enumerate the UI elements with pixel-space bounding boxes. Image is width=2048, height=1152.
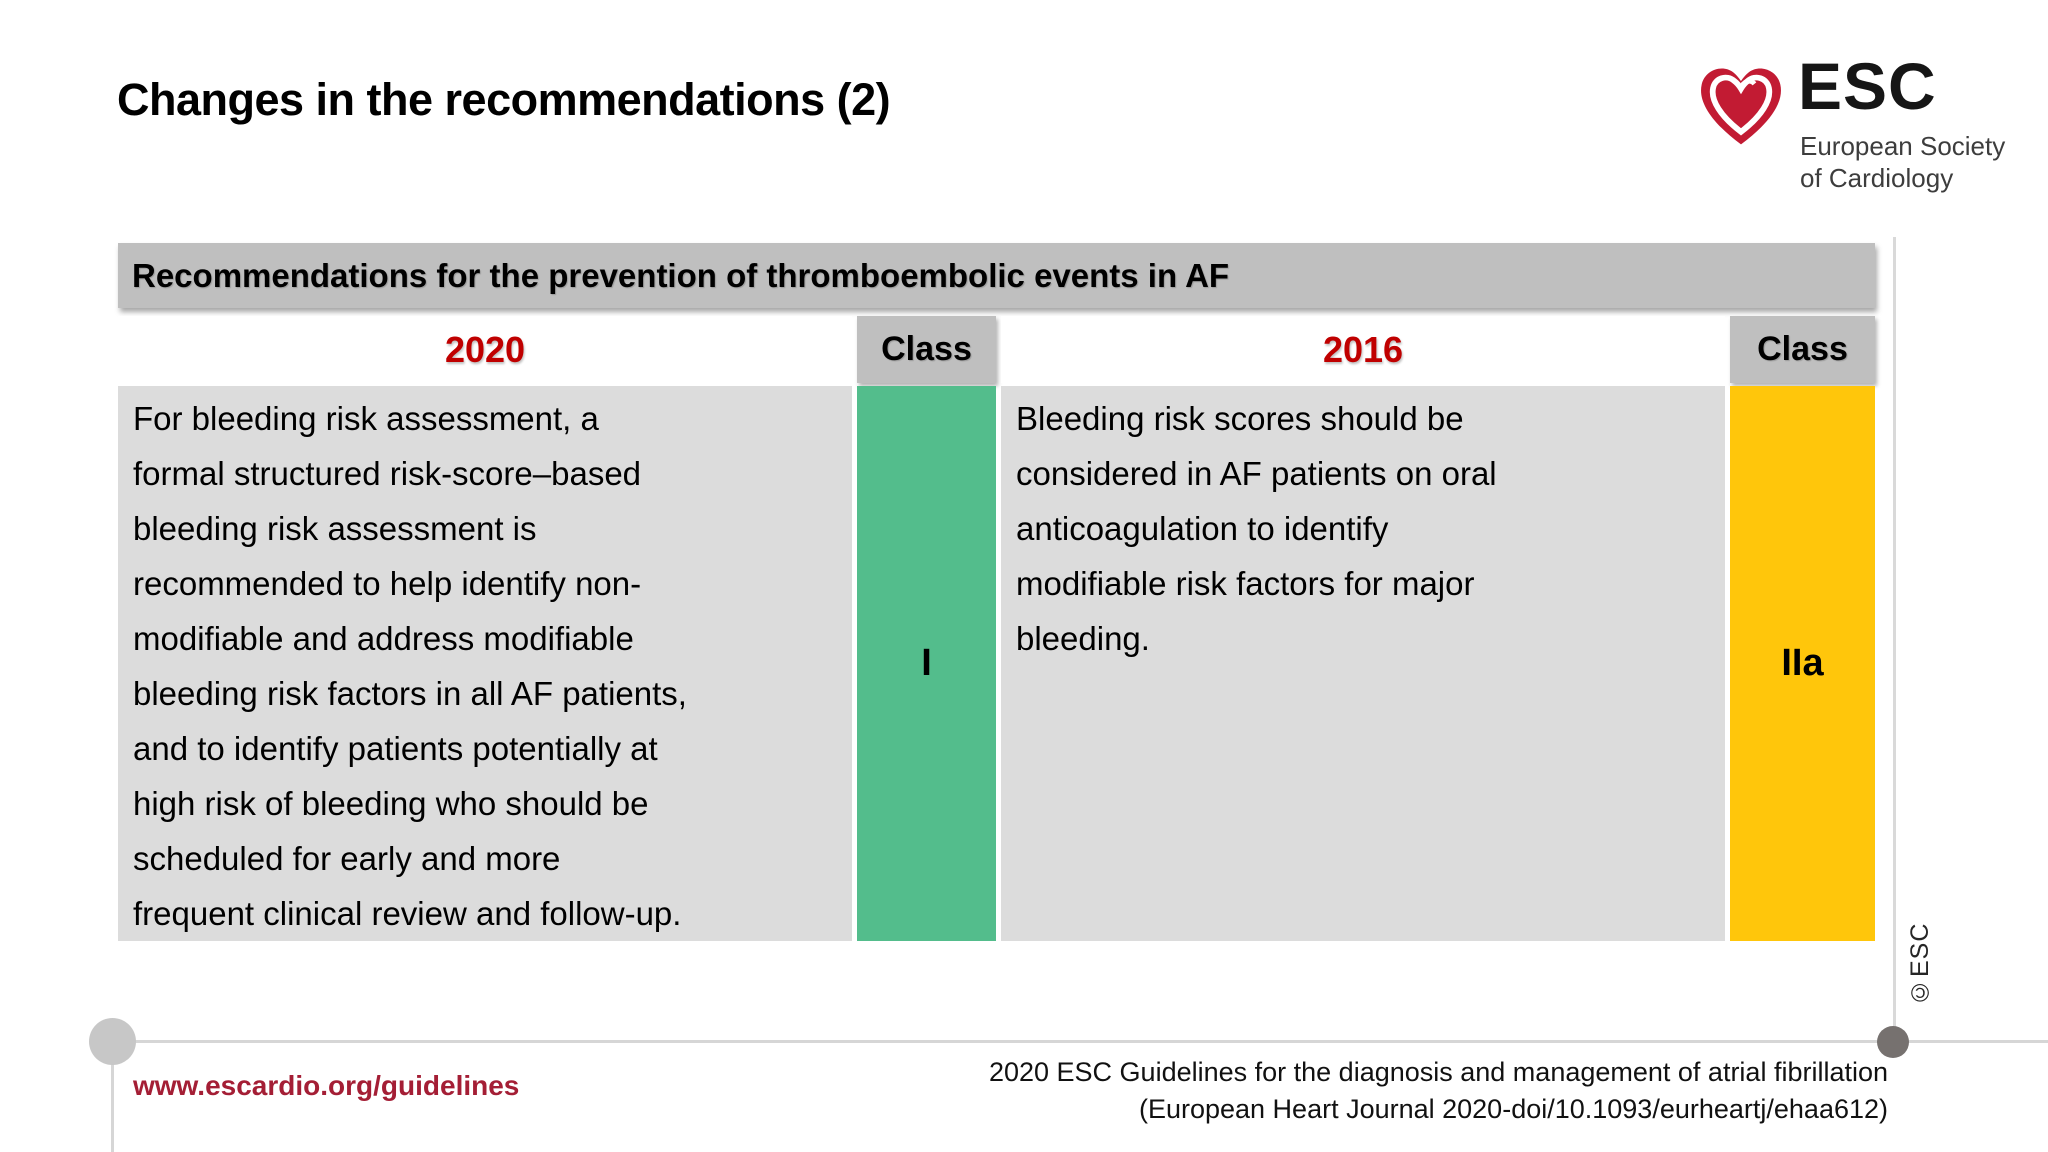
esc-logo-text: ESC bbox=[1798, 49, 1937, 123]
esc-heart-icon bbox=[1701, 68, 1781, 145]
footer-divider-vertical bbox=[111, 1042, 114, 1152]
esc-copyright: ©ESC bbox=[1906, 922, 1934, 1006]
vertical-rule bbox=[1893, 237, 1896, 1042]
esc-logo-org-name: European Society of Cardiology bbox=[1800, 131, 2006, 193]
class-badge-2016: IIa bbox=[1730, 386, 1875, 941]
column-header-2020: 2020 bbox=[118, 316, 852, 383]
table-title: Recommendations for the prevention of th… bbox=[118, 243, 1875, 308]
citation-text: 2020 ESC Guidelines for the diagnosis an… bbox=[988, 1057, 1888, 1124]
page-title: Changes in the recommendations (2) bbox=[117, 74, 891, 125]
footer-circle-left bbox=[89, 1018, 136, 1065]
escardio-guidelines-link[interactable]: www.escardio.org/guidelines bbox=[133, 1070, 520, 1101]
footer-circle-right bbox=[1877, 1026, 1909, 1058]
column-header-2016: 2016 bbox=[1001, 316, 1725, 383]
recommendation-2020-text: For bleeding risk assessment, a formal s… bbox=[118, 386, 852, 941]
column-header-class-2020: Class bbox=[857, 316, 996, 383]
recommendation-2016-text: Bleeding risk scores should be considere… bbox=[1001, 386, 1725, 941]
class-badge-2020: I bbox=[857, 386, 996, 941]
table-grid: 2020 Class 2016 Class For bleeding risk … bbox=[118, 316, 1875, 941]
recommendations-table: Recommendations for the prevention of th… bbox=[118, 243, 1875, 941]
footer-divider-line bbox=[111, 1040, 2048, 1043]
column-header-class-2016: Class bbox=[1730, 316, 1875, 383]
